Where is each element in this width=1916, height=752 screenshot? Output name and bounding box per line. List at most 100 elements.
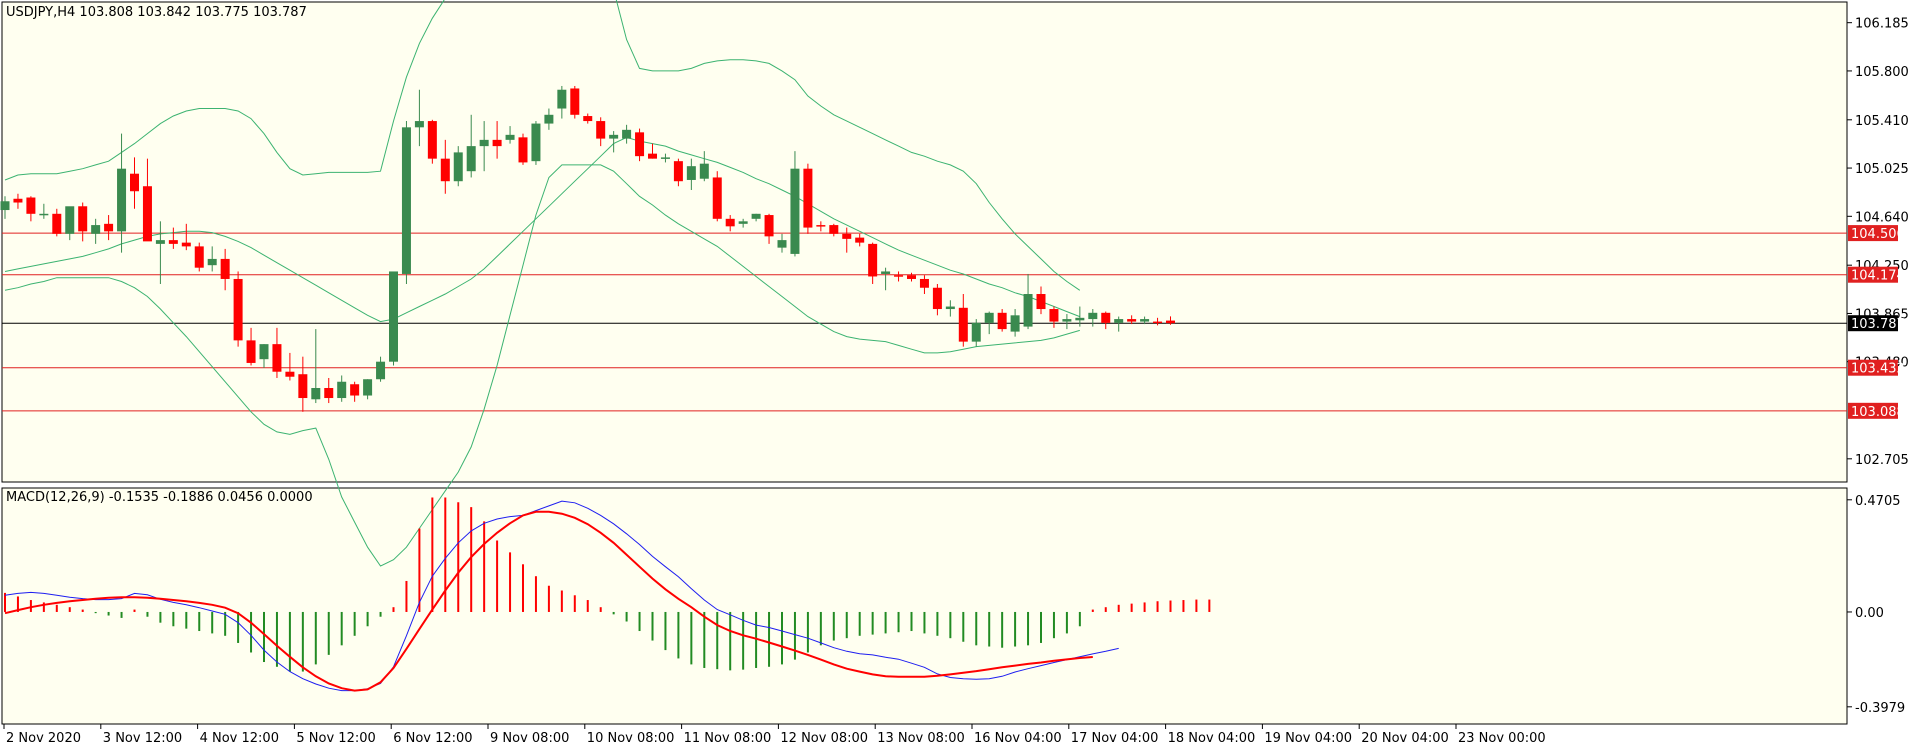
candle-body: [764, 215, 774, 237]
candle-body: [440, 158, 450, 182]
candle-body: [311, 388, 321, 400]
macd-axis-label: 0.4705: [1855, 494, 1901, 509]
candle-body: [466, 146, 476, 172]
candle-body: [881, 271, 891, 274]
candle-body: [142, 186, 152, 242]
candle-body: [479, 139, 489, 147]
candle-body: [259, 344, 269, 360]
candle-body: [945, 306, 955, 310]
candle-body: [453, 152, 463, 182]
time-axis-label: 3 Nov 12:00: [103, 731, 182, 746]
time-axis-label: 18 Nov 04:00: [1168, 731, 1256, 746]
candle-body: [350, 384, 360, 396]
time-axis-label: 17 Nov 04:00: [1071, 731, 1159, 746]
price-axis-label: 104.640: [1855, 210, 1909, 225]
candle-body: [868, 243, 878, 277]
macd-main-line: [4, 500, 1119, 692]
price-axis-label: 105.025: [1855, 162, 1909, 177]
bollinger-middle-line: [4, 136, 1080, 323]
axis-layer: 106.185105.800105.410105.025104.640104.2…: [3, 17, 1909, 746]
candle-body: [1088, 312, 1098, 320]
candle-body: [816, 225, 826, 227]
candle-body: [427, 121, 437, 159]
time-axis-label: 6 Nov 12:00: [393, 731, 472, 746]
level-price-label-box: [1848, 402, 1898, 419]
candle-body: [1166, 320, 1175, 324]
price-axis-label: 105.800: [1855, 65, 1909, 80]
time-axis-label: 11 Nov 08:00: [684, 731, 772, 746]
price-panel: [1, 1, 1848, 483]
candle-body: [1127, 319, 1137, 322]
candle-body: [220, 258, 230, 279]
level-price-label: 104.506: [1851, 227, 1905, 242]
symbol-header: USDJPY,H4 103.808 103.842 103.775 103.78…: [6, 5, 307, 20]
time-axis-label: 10 Nov 08:00: [587, 731, 675, 746]
bollinger-lower-line: [4, 164, 1080, 567]
candle-body: [1140, 319, 1150, 322]
candle-body: [246, 340, 256, 363]
candle-body: [505, 134, 515, 140]
candle-body: [570, 88, 580, 115]
candle-body: [673, 161, 683, 182]
candle-body: [91, 225, 101, 234]
candle-body: [26, 197, 36, 214]
candle-body: [492, 139, 502, 147]
candle-body: [52, 213, 62, 234]
candle-body: [1075, 317, 1085, 321]
candle-body: [919, 278, 929, 288]
candle-body: [1036, 294, 1046, 310]
candle-body: [298, 374, 308, 399]
candle-body: [583, 116, 593, 122]
level-price-label: 104.174: [1851, 269, 1905, 284]
price-layer: [0, 0, 1847, 567]
time-axis-label: 5 Nov 12:00: [296, 731, 375, 746]
candle-body: [1114, 319, 1124, 323]
candle-body: [1101, 312, 1111, 323]
candle-body: [777, 240, 787, 248]
candle-body: [389, 271, 398, 362]
macd-header: MACD(12,26,9) -0.1535 -0.1886 0.0456 0.0…: [6, 490, 313, 505]
level-price-label-box: [1848, 359, 1898, 376]
candle-body: [855, 237, 865, 243]
candle-body: [958, 307, 968, 342]
macd-signal-line: [4, 510, 1093, 692]
candle-body: [168, 240, 178, 244]
price-axis-label: 106.185: [1855, 17, 1909, 32]
candle-body: [725, 218, 735, 227]
candle-body: [194, 246, 204, 268]
time-axis-label: 23 Nov 00:00: [1458, 731, 1546, 746]
macd-layer: [4, 497, 1211, 692]
time-axis-label: 9 Nov 08:00: [490, 731, 569, 746]
price-axis-label: 105.410: [1855, 114, 1909, 129]
candle-body: [272, 344, 282, 372]
macd-axis-label: -0.3979: [1855, 701, 1905, 716]
candle-body: [117, 168, 127, 232]
candle-body: [285, 371, 295, 377]
time-axis-label: 16 Nov 04:00: [974, 731, 1062, 746]
candle-body: [622, 129, 632, 139]
candle-body: [660, 157, 670, 159]
candle-body: [984, 312, 994, 323]
macd-panel: [1, 487, 1848, 725]
candle-body: [104, 223, 114, 232]
time-axis-label: 2 Nov 2020: [6, 731, 81, 746]
candle-body: [544, 114, 554, 124]
level-price-label-box: [1848, 225, 1898, 242]
time-axis-label: 19 Nov 04:00: [1264, 731, 1352, 746]
candle-body: [324, 388, 334, 399]
candle-body: [376, 361, 386, 380]
candle-body: [531, 123, 541, 162]
level-price-label: 103.088: [1851, 405, 1905, 420]
bollinger-upper-line: [4, 0, 1081, 291]
current-price-label-box: [1848, 315, 1898, 332]
time-axis-label: 12 Nov 08:00: [780, 731, 868, 746]
candle-body: [78, 206, 88, 232]
candle-body: [829, 225, 839, 234]
candle-body: [648, 153, 657, 159]
candle-body: [13, 198, 23, 203]
candle-body: [233, 278, 243, 341]
candle-body: [414, 121, 424, 128]
candle-body: [971, 322, 981, 342]
